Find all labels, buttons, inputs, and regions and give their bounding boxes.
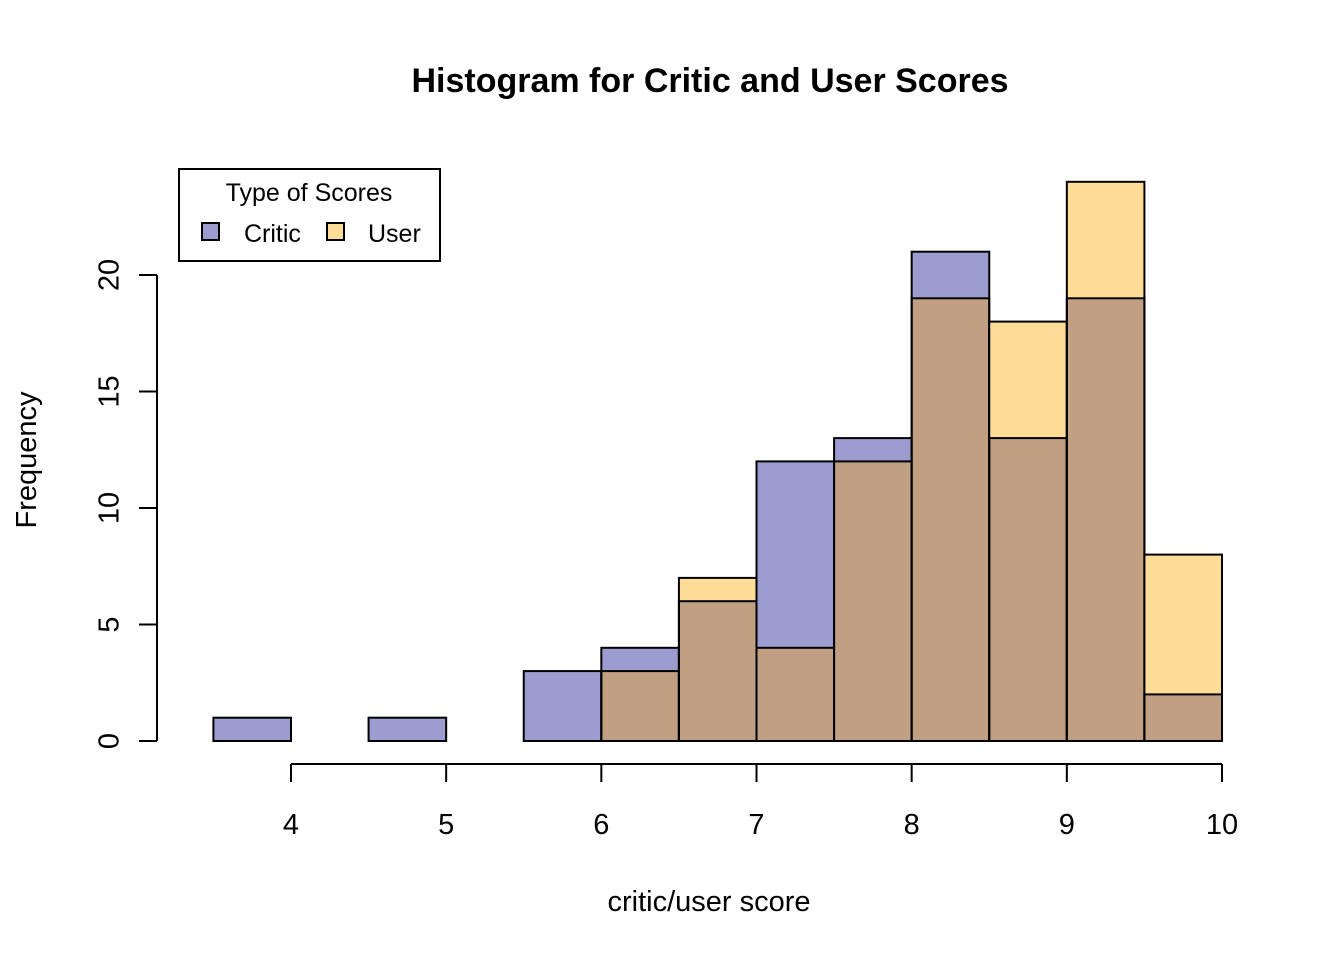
histogram-overlap-bar [834,461,912,741]
critic-bar [213,717,291,741]
histogram-overlap-bar [989,438,1067,741]
x-tick-label: 6 [593,809,609,841]
x-axis-label: critic/user score [607,886,810,918]
y-tick-label: 10 [94,492,126,524]
histogram-overlap-bar [756,647,835,741]
user-bar [678,577,757,602]
histogram-overlap-bar [1144,694,1223,741]
critic-bar [601,647,679,672]
bars-layer [212,180,1224,743]
y-tick-label: 5 [94,616,126,632]
x-axis: 4 5 6 7 8 9 10 [283,763,1238,841]
x-tick-label: 9 [1059,809,1075,841]
histogram-overlap-bar [911,298,990,741]
x-tick-label: 7 [748,809,764,841]
histogram-overlap-bar [678,601,757,741]
legend-swatch-critic [201,222,220,241]
user-bar [1066,181,1145,299]
x-tick-label: 4 [283,809,299,841]
critic-bar [523,671,602,741]
x-tick-label: 8 [904,809,920,841]
x-tick-label: 10 [1206,809,1238,841]
critic-bar [834,438,912,462]
y-axis-label: Frequency [11,391,43,529]
chart-title: Histogram for Critic and User Scores [411,62,1008,100]
y-tick-label: 15 [94,375,126,407]
y-axis: 0 5 10 15 20 [94,259,158,749]
y-tick-label: 20 [94,259,126,291]
critic-bar-outline [212,716,293,743]
critic-bar-outline [367,716,448,743]
user-bar-outline [1065,180,1146,743]
histogram-overlap-bar [1066,298,1145,741]
critic-bar [756,461,835,648]
legend-label-user: User [368,220,421,248]
user-bar [1144,554,1223,695]
critic-bar [368,717,447,741]
y-tick-label: 0 [94,733,126,749]
user-bar [989,321,1067,439]
histogram-overlap-bar [601,671,679,741]
legend: Type of Scores Critic User [178,168,441,262]
legend-swatch-user [326,222,345,241]
legend-box [178,168,441,262]
critic-bar [911,251,990,299]
user-bar-outline [1143,553,1224,742]
x-tick-label: 5 [438,809,454,841]
legend-title: Type of Scores [226,179,393,207]
legend-label-critic: Critic [244,220,301,248]
